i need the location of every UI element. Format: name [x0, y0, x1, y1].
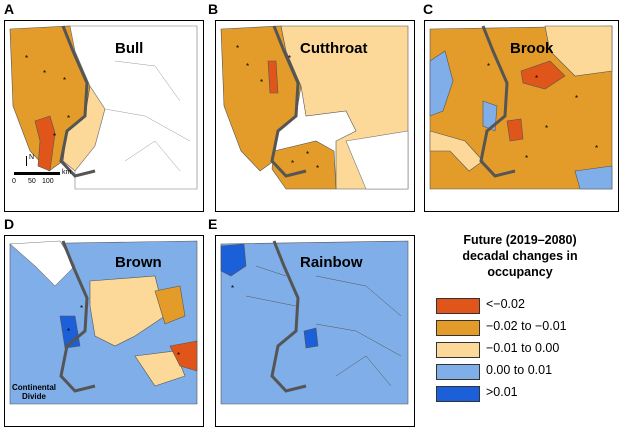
svg-text:*: * — [595, 144, 598, 153]
svg-text:*: * — [525, 154, 528, 163]
svg-text:*: * — [246, 62, 249, 71]
species-label-brown: Brown — [115, 254, 162, 271]
svg-text:*: * — [67, 327, 70, 336]
north-label: N — [29, 154, 35, 161]
scale-tick-50: 50 — [28, 178, 36, 185]
continental-divide-label-line1: Continental — [12, 383, 56, 392]
species-label-bull: Bull — [115, 40, 144, 57]
scale-tick-0: 0 — [12, 178, 16, 185]
panel-letter-d: D — [4, 216, 15, 232]
svg-text:*: * — [236, 44, 239, 53]
map-brown-svg: * * * — [9, 240, 198, 405]
map-brown: * * * — [4, 235, 204, 427]
map-cutthroat: * * * * * * * — [215, 20, 415, 212]
svg-text:*: * — [63, 76, 66, 85]
scale-bar-line — [14, 172, 60, 175]
svg-text:*: * — [291, 159, 294, 168]
species-label-brook: Brook — [510, 40, 554, 57]
map-bull-svg: * * * * * — [9, 25, 198, 190]
svg-text:*: * — [67, 114, 70, 123]
species-label-cutthroat: Cutthroat — [300, 40, 368, 57]
legend-swatch — [436, 386, 480, 402]
legend-swatch — [436, 320, 480, 336]
panel-letter-a: A — [4, 1, 15, 17]
legend-title-line3: occupancy — [487, 265, 553, 279]
svg-text:*: * — [535, 74, 538, 83]
legend-label: <−0.02 — [486, 297, 525, 311]
map-rainbow: * — [215, 235, 415, 427]
svg-text:*: * — [43, 69, 46, 78]
svg-text:*: * — [575, 94, 578, 103]
legend-label: 0.00 to 0.01 — [486, 363, 553, 377]
continental-divide-label-line2: Divide — [21, 392, 46, 401]
legend-swatch — [436, 342, 480, 358]
species-label-rainbow: Rainbow — [300, 254, 363, 271]
legend-label: −0.02 to −0.01 — [486, 319, 567, 333]
svg-text:*: * — [231, 284, 234, 293]
svg-text:*: * — [260, 78, 263, 87]
legend-title: Future (2019–2080) decadal changes in oc… — [432, 232, 608, 280]
svg-text:*: * — [53, 132, 56, 141]
legend-label: −0.01 to 0.00 — [486, 341, 560, 355]
legend-title-line1: Future (2019–2080) — [463, 233, 577, 247]
map-brook-svg: * * * * * * — [429, 25, 613, 190]
svg-text:*: * — [487, 62, 490, 71]
legend-label: >0.01 — [486, 385, 518, 399]
svg-text:*: * — [80, 304, 83, 313]
scale-tick-100: 100 — [42, 178, 54, 185]
legend-swatch — [436, 364, 480, 380]
continental-divide-label: Continental Divide — [4, 383, 64, 401]
panel-letter-b: B — [208, 1, 219, 17]
svg-text:*: * — [177, 351, 180, 360]
map-bull: * * * * * — [4, 20, 204, 212]
panel-letter-c: C — [423, 1, 434, 17]
svg-text:*: * — [25, 54, 28, 63]
svg-text:*: * — [288, 54, 291, 63]
svg-text:*: * — [316, 164, 319, 173]
svg-text:*: * — [306, 150, 309, 159]
legend-swatch — [436, 298, 480, 314]
map-cutthroat-svg: * * * * * * * — [220, 25, 409, 190]
svg-text:*: * — [545, 124, 548, 133]
north-arrow-icon — [26, 156, 27, 166]
scale-unit: km — [62, 169, 72, 176]
legend-title-line2: decadal changes in — [462, 249, 578, 263]
map-rainbow-svg: * — [220, 240, 409, 405]
map-brook: * * * * * * — [424, 20, 619, 212]
panel-letter-e: E — [208, 216, 218, 232]
